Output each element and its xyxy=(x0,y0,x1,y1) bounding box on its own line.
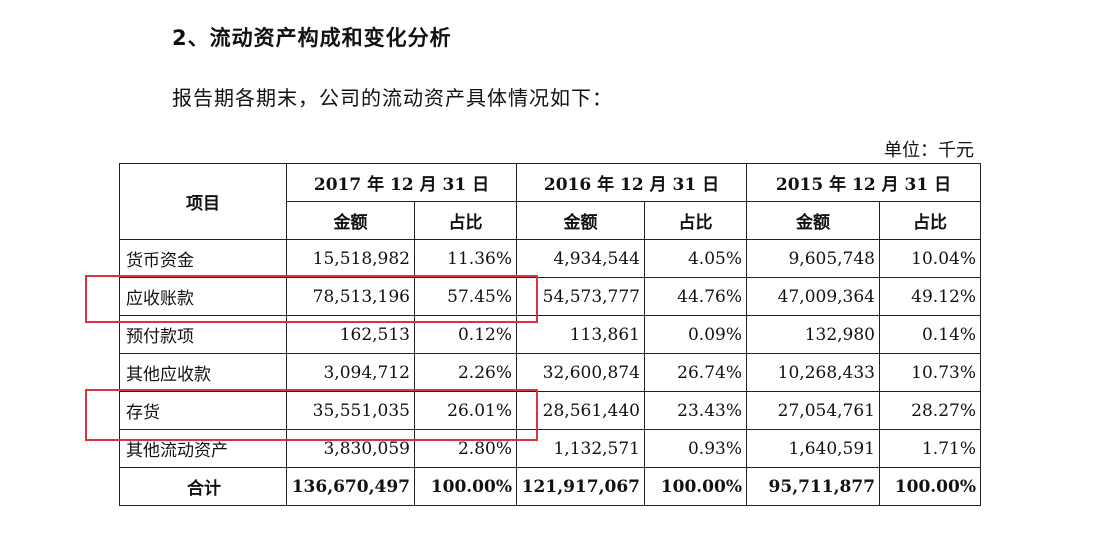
cell-amount: 78,513,196 xyxy=(286,277,415,316)
cell-amount: 54,573,777 xyxy=(516,277,645,316)
ratio-header: 占比 xyxy=(879,201,981,240)
table-row: 预付款项 162,513 0.12% 113,861 0.09% 132,980… xyxy=(119,315,981,354)
period-header-2016: 2016 年 12 月 31 日 xyxy=(516,163,747,202)
row-label: 货币资金 xyxy=(119,239,287,278)
cell-amount: 10,268,433 xyxy=(746,353,880,392)
cell-ratio: 100.00% xyxy=(644,467,747,506)
cell-ratio: 10.73% xyxy=(879,353,981,392)
table-row: 应收账款 78,513,196 57.45% 54,573,777 44.76%… xyxy=(119,277,981,316)
row-label: 预付款项 xyxy=(119,315,287,354)
ratio-header: 占比 xyxy=(644,201,747,240)
cell-amount: 136,670,497 xyxy=(286,467,415,506)
cell-ratio: 100.00% xyxy=(414,467,517,506)
total-row: 合计 136,670,497 100.00% 121,917,067 100.0… xyxy=(119,467,981,506)
cell-amount: 1,640,591 xyxy=(746,429,880,468)
cell-ratio: 0.93% xyxy=(644,429,747,468)
cell-amount: 4,934,544 xyxy=(516,239,645,278)
cell-ratio: 28.27% xyxy=(879,391,981,430)
cell-amount: 132,980 xyxy=(746,315,880,354)
row-label: 其他应收款 xyxy=(119,353,287,392)
cell-ratio: 0.14% xyxy=(879,315,981,354)
cell-ratio: 26.01% xyxy=(414,391,517,430)
table-row: 其他应收款 3,094,712 2.26% 32,600,874 26.74% … xyxy=(119,353,981,392)
cell-ratio: 4.05% xyxy=(644,239,747,278)
cell-ratio: 23.43% xyxy=(644,391,747,430)
table-row: 其他流动资产 3,830,059 2.80% 1,132,571 0.93% 1… xyxy=(119,429,981,468)
header-row-periods: 项目 2017 年 12 月 31 日 2016 年 12 月 31 日 201… xyxy=(119,163,981,240)
cell-amount: 35,551,035 xyxy=(286,391,415,430)
amount-header: 金额 xyxy=(746,201,880,240)
cell-amount: 1,132,571 xyxy=(516,429,645,468)
table-row: 货币资金 15,518,982 11.36% 4,934,544 4.05% 9… xyxy=(119,239,981,278)
cell-ratio: 26.74% xyxy=(644,353,747,392)
section-heading: 2、流动资产构成和变化分析 xyxy=(172,26,452,50)
cell-ratio: 44.76% xyxy=(644,277,747,316)
cell-amount: 162,513 xyxy=(286,315,415,354)
cell-amount: 9,605,748 xyxy=(746,239,880,278)
cell-ratio: 2.80% xyxy=(414,429,517,468)
cell-ratio: 1.71% xyxy=(879,429,981,468)
period-header-2015: 2015 年 12 月 31 日 xyxy=(746,163,981,202)
cell-amount: 113,861 xyxy=(516,315,645,354)
row-label: 应收账款 xyxy=(119,277,287,316)
header-row-metrics: 金额 占比 金额 占比 金额 占比 xyxy=(120,201,981,240)
current-assets-table: 项目 2017 年 12 月 31 日 2016 年 12 月 31 日 201… xyxy=(119,163,981,506)
cell-amount: 3,094,712 xyxy=(286,353,415,392)
ratio-header: 占比 xyxy=(414,201,517,240)
unit-label: 单位：千元 xyxy=(884,140,974,161)
cell-ratio: 57.45% xyxy=(414,277,517,316)
item-header: 项目 xyxy=(119,163,287,240)
cell-amount: 95,711,877 xyxy=(746,467,880,506)
total-label: 合计 xyxy=(119,467,287,506)
row-label: 存货 xyxy=(119,391,287,430)
intro-text: 报告期各期末，公司的流动资产具体情况如下： xyxy=(172,86,613,110)
cell-ratio: 0.09% xyxy=(644,315,747,354)
cell-amount: 121,917,067 xyxy=(516,467,645,506)
amount-header: 金额 xyxy=(286,201,415,240)
row-label: 其他流动资产 xyxy=(119,429,287,468)
cell-ratio: 49.12% xyxy=(879,277,981,316)
cell-ratio: 0.12% xyxy=(414,315,517,354)
cell-ratio: 11.36% xyxy=(414,239,517,278)
period-header-2017: 2017 年 12 月 31 日 xyxy=(286,163,517,202)
cell-amount: 28,561,440 xyxy=(516,391,645,430)
cell-ratio: 2.26% xyxy=(414,353,517,392)
cell-amount: 47,009,364 xyxy=(746,277,880,316)
cell-ratio: 100.00% xyxy=(879,467,981,506)
amount-header: 金额 xyxy=(516,201,645,240)
cell-amount: 32,600,874 xyxy=(516,353,645,392)
cell-amount: 15,518,982 xyxy=(286,239,415,278)
cell-amount: 3,830,059 xyxy=(286,429,415,468)
table-row: 存货 35,551,035 26.01% 28,561,440 23.43% 2… xyxy=(119,391,981,430)
cell-amount: 27,054,761 xyxy=(746,391,880,430)
cell-ratio: 10.04% xyxy=(879,239,981,278)
